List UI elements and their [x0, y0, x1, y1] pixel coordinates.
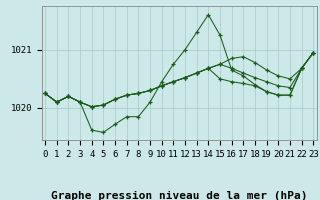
- X-axis label: Graphe pression niveau de la mer (hPa): Graphe pression niveau de la mer (hPa): [51, 191, 308, 200]
